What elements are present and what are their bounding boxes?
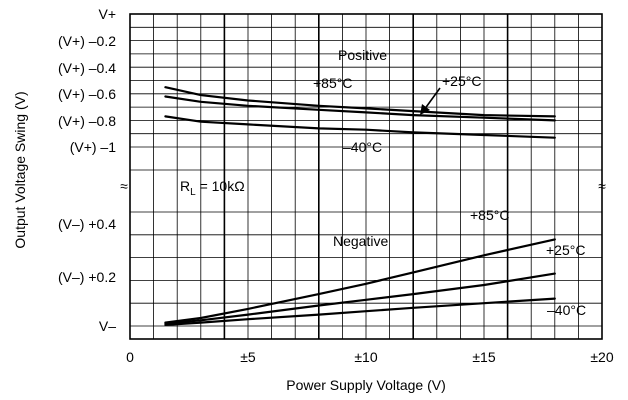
label-arrow [420,87,441,115]
x-tick-label: ±20 [590,349,613,365]
upper-series-line-0 [164,86,556,118]
x-tick-label: 0 [126,349,134,365]
x-tick-label: ±5 [240,349,256,365]
x-tick-label: ±15 [472,349,495,365]
x-tick-label: ±10 [354,349,377,365]
lower-series-line-0 [164,238,556,324]
upper-label-25c: +25°C [442,73,481,89]
y-tick-label: (V–) +0.2 [58,269,116,285]
y-tick-label: (V+) –0.2 [58,33,116,49]
axis-break-right: ≈ [598,178,606,194]
axis-break-left: ≈ [120,178,128,194]
x-axis-title: Power Supply Voltage (V) [286,377,446,393]
lower-series-line-1 [164,272,556,325]
lower-label-25c: +25°C [546,242,585,258]
y-tick-label: (V+) –1 [70,139,117,155]
y-tick-label: V+ [98,6,116,22]
y-tick-label: (V+) –0.8 [58,113,116,129]
y-tick-label: (V–) +0.4 [58,216,116,232]
upper-label-m40c: –40°C [343,139,382,155]
rl-value: = 10kΩ [196,178,245,194]
y-axis-title: Output Voltage Swing (V) [12,91,28,248]
y-tick-label: (V+) –0.4 [58,60,116,76]
load-resistance-label: RL = 10kΩ [180,178,245,198]
y-tick-label: V– [99,318,116,334]
rl-symbol: R [180,178,190,194]
plot-frame [129,13,603,340]
lower-label-m40c: –40°C [547,302,586,318]
grid [130,14,602,339]
y-tick-label: (V+) –0.6 [58,86,116,102]
positive-label: Positive [338,47,387,63]
lower-series-line-2 [164,297,556,326]
upper-series-line-2 [164,115,556,139]
curves [164,86,556,326]
negative-label: Negative [333,233,388,249]
lower-label-85c: +85°C [470,207,509,223]
upper-label-85c: +85°C [313,75,352,91]
rl-subscript: L [190,187,196,198]
upper-series-line-1 [164,95,556,122]
